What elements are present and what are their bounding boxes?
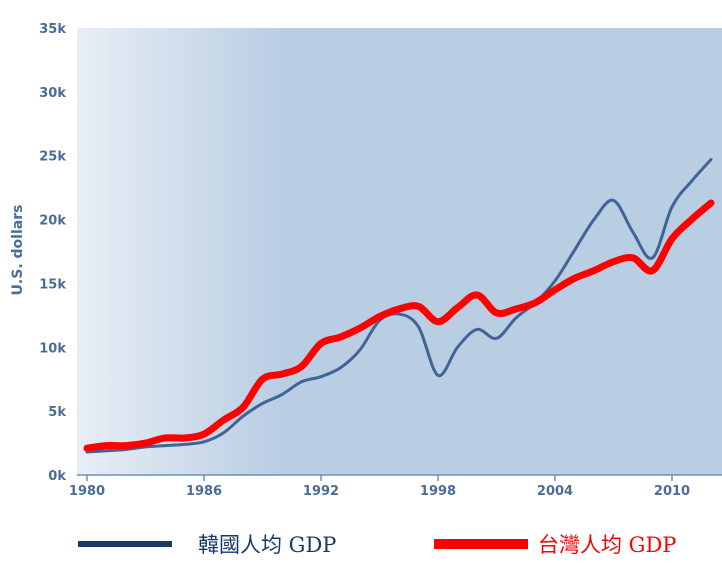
y-tick-label: 10k — [39, 341, 66, 356]
legend-label-taiwan: 台灣人均 GDP — [538, 533, 677, 557]
x-tick-label: 1980 — [69, 484, 105, 499]
x-tick-label: 1986 — [186, 484, 222, 499]
y-tick-label: 35k — [39, 22, 66, 37]
series-line-taiwan — [83, 199, 715, 452]
series-layer — [83, 158, 715, 454]
series-line-korea — [85, 158, 713, 454]
y-axis-title: U.S. dollars — [10, 205, 26, 296]
legend-label-korea: 韓國人均 GDP — [198, 533, 337, 557]
legend-swatch-taiwan — [434, 539, 528, 549]
x-tick-label: 2010 — [654, 484, 690, 499]
y-tick-label: 5k — [48, 405, 66, 420]
y-tick-label: 30k — [39, 86, 66, 101]
plot-area — [77, 28, 722, 475]
legend-item-korea: 韓國人均 GDP — [78, 528, 336, 560]
y-tick-label: 0k — [48, 469, 66, 484]
y-tick-label: 15k — [39, 277, 66, 292]
y-tick-label: 20k — [39, 214, 66, 229]
x-axis: 1980 1986 1992 1998 2004 2010 — [69, 475, 690, 499]
y-axis: 0k 5k 10k 15k 20k 25k 30k 35k — [39, 22, 66, 484]
x-tick-label: 2004 — [537, 484, 573, 499]
legend-swatch-korea — [78, 541, 172, 547]
legend-item-taiwan: 台灣人均 GDP — [434, 528, 676, 560]
x-tick-label: 1998 — [420, 484, 456, 499]
x-tick-label: 1992 — [303, 484, 339, 499]
y-tick-label: 25k — [39, 150, 66, 165]
